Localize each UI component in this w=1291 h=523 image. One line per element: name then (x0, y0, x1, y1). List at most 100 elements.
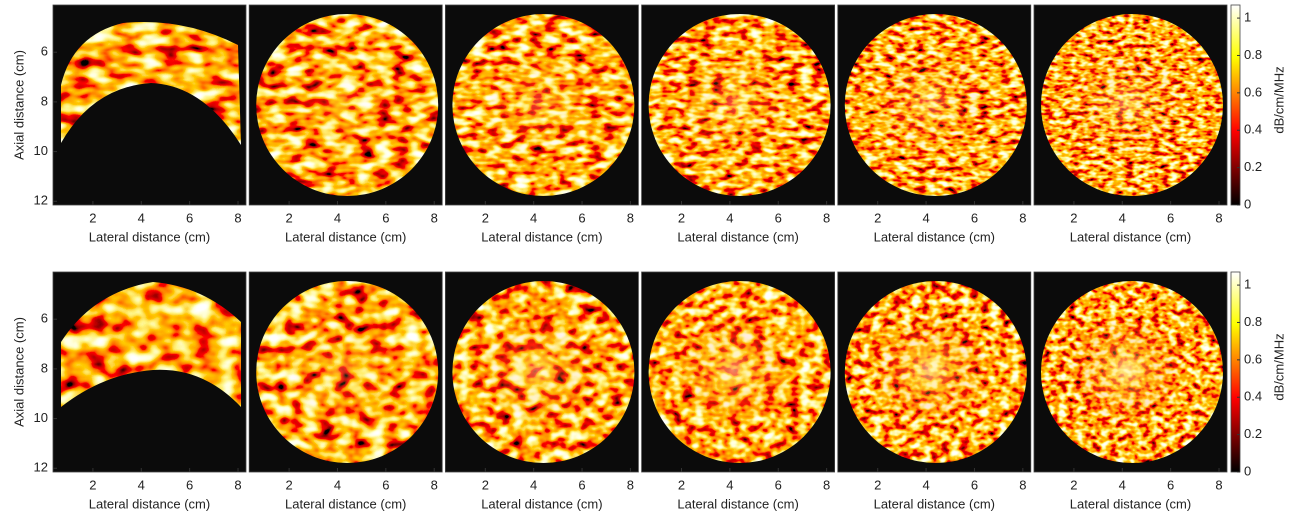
x-axis-label: Lateral distance (cm) (481, 496, 602, 511)
y-tick-label: 10 (34, 143, 48, 158)
colorbar-tick-label: 0.4 (1244, 122, 1262, 137)
x-tick-label: 2 (482, 477, 489, 492)
x-axis-label: Lateral distance (cm) (1070, 496, 1191, 511)
colorbar (1231, 5, 1240, 205)
colorbar-tick-label: 0.4 (1244, 389, 1262, 404)
heatmap-panel (249, 5, 442, 205)
heatmap-panel (642, 5, 835, 205)
x-tick-label: 2 (89, 477, 96, 492)
x-tick-label: 4 (922, 477, 929, 492)
x-axis-label: Lateral distance (cm) (874, 229, 995, 244)
x-tick-label: 2 (285, 210, 292, 225)
heatmap-core (674, 48, 794, 158)
colorbar-tick-label: 0 (1244, 196, 1251, 211)
heatmap-core (1066, 48, 1186, 158)
x-tick-label: 6 (382, 477, 389, 492)
x-tick-label: 6 (186, 477, 193, 492)
x-tick-label: 6 (1167, 477, 1174, 492)
x-tick-label: 8 (1019, 477, 1026, 492)
colorbar-tick-label: 0.2 (1244, 426, 1262, 441)
y-axis-label: Axial distance (cm) (11, 50, 26, 160)
x-tick-label: 6 (578, 477, 585, 492)
x-tick-label: 6 (775, 477, 782, 492)
x-tick-label: 6 (775, 210, 782, 225)
x-tick-label: 6 (186, 210, 193, 225)
x-axis-label: Lateral distance (cm) (677, 229, 798, 244)
x-axis-label: Lateral distance (cm) (285, 496, 406, 511)
x-tick-label: 6 (971, 210, 978, 225)
y-tick-label: 10 (34, 410, 48, 425)
x-tick-label: 8 (823, 477, 830, 492)
colorbar-tick-label: 1 (1244, 277, 1251, 292)
x-axis-label: Lateral distance (cm) (874, 496, 995, 511)
x-tick-label: 8 (627, 477, 634, 492)
heatmap-panel (642, 272, 835, 472)
colorbar-tick-label: 0.2 (1244, 159, 1262, 174)
y-tick-label: 12 (34, 460, 48, 475)
x-tick-label: 8 (1215, 210, 1222, 225)
x-tick-label: 8 (431, 210, 438, 225)
x-axis-label: Lateral distance (cm) (481, 229, 602, 244)
y-tick-label: 8 (41, 93, 48, 108)
x-tick-label: 8 (234, 210, 241, 225)
x-tick-label: 4 (922, 210, 929, 225)
heatmap-core (870, 315, 990, 425)
page: {"chart_data": [ {"type": "heatmap", "xl… (0, 0, 1291, 518)
x-axis-label: Lateral distance (cm) (89, 229, 210, 244)
heatmap-panel (53, 5, 246, 205)
heatmap-panel (1034, 5, 1227, 205)
x-tick-label: 2 (1070, 477, 1077, 492)
y-tick-label: 12 (34, 193, 48, 208)
heatmap-panel (838, 272, 1031, 472)
x-tick-label: 2 (89, 210, 96, 225)
x-tick-label: 4 (530, 477, 537, 492)
x-tick-label: 6 (578, 210, 585, 225)
heatmap-core (281, 48, 401, 158)
heatmap-panel (838, 5, 1031, 205)
x-tick-label: 4 (1119, 477, 1126, 492)
heatmap-core (281, 315, 401, 425)
heatmap-core (477, 315, 597, 425)
y-axis-label: Axial distance (cm) (11, 317, 26, 427)
x-tick-label: 2 (874, 477, 881, 492)
x-tick-label: 2 (1070, 210, 1077, 225)
x-tick-label: 4 (334, 477, 341, 492)
x-tick-label: 8 (1215, 477, 1222, 492)
x-tick-label: 4 (138, 477, 145, 492)
colorbar-tick-label: 0.6 (1244, 84, 1262, 99)
colorbar (1231, 272, 1240, 472)
x-tick-label: 4 (1119, 210, 1126, 225)
x-tick-label: 2 (285, 477, 292, 492)
x-tick-label: 6 (1167, 210, 1174, 225)
x-tick-label: 2 (482, 210, 489, 225)
x-axis-label: Lateral distance (cm) (1070, 229, 1191, 244)
heatmap-panel (445, 272, 638, 472)
heatmap-core (674, 315, 794, 425)
x-tick-label: 8 (627, 210, 634, 225)
x-tick-label: 8 (823, 210, 830, 225)
x-tick-label: 4 (726, 477, 733, 492)
y-tick-label: 6 (41, 44, 48, 59)
heatmap-panel (249, 272, 442, 472)
x-tick-label: 8 (431, 477, 438, 492)
colorbar-tick-label: 0.8 (1244, 314, 1262, 329)
x-tick-label: 6 (382, 210, 389, 225)
x-tick-label: 8 (1019, 210, 1026, 225)
colorbar-tick-label: 0.8 (1244, 47, 1262, 62)
colorbar-label: dB/cm/MHz (1271, 66, 1286, 133)
x-tick-label: 8 (234, 477, 241, 492)
x-axis-label: Lateral distance (cm) (89, 496, 210, 511)
x-tick-label: 4 (334, 210, 341, 225)
heatmap-panel (1034, 272, 1227, 472)
x-tick-label: 6 (971, 477, 978, 492)
x-axis-label: Lateral distance (cm) (285, 229, 406, 244)
heatmap-core (477, 48, 597, 158)
x-tick-label: 2 (678, 477, 685, 492)
y-tick-label: 6 (41, 311, 48, 326)
colorbar-tick-label: 0 (1244, 463, 1251, 478)
colorbar-label: dB/cm/MHz (1271, 333, 1286, 400)
x-axis-label: Lateral distance (cm) (677, 496, 798, 511)
x-tick-label: 2 (874, 210, 881, 225)
x-tick-label: 4 (726, 210, 733, 225)
x-tick-label: 4 (530, 210, 537, 225)
